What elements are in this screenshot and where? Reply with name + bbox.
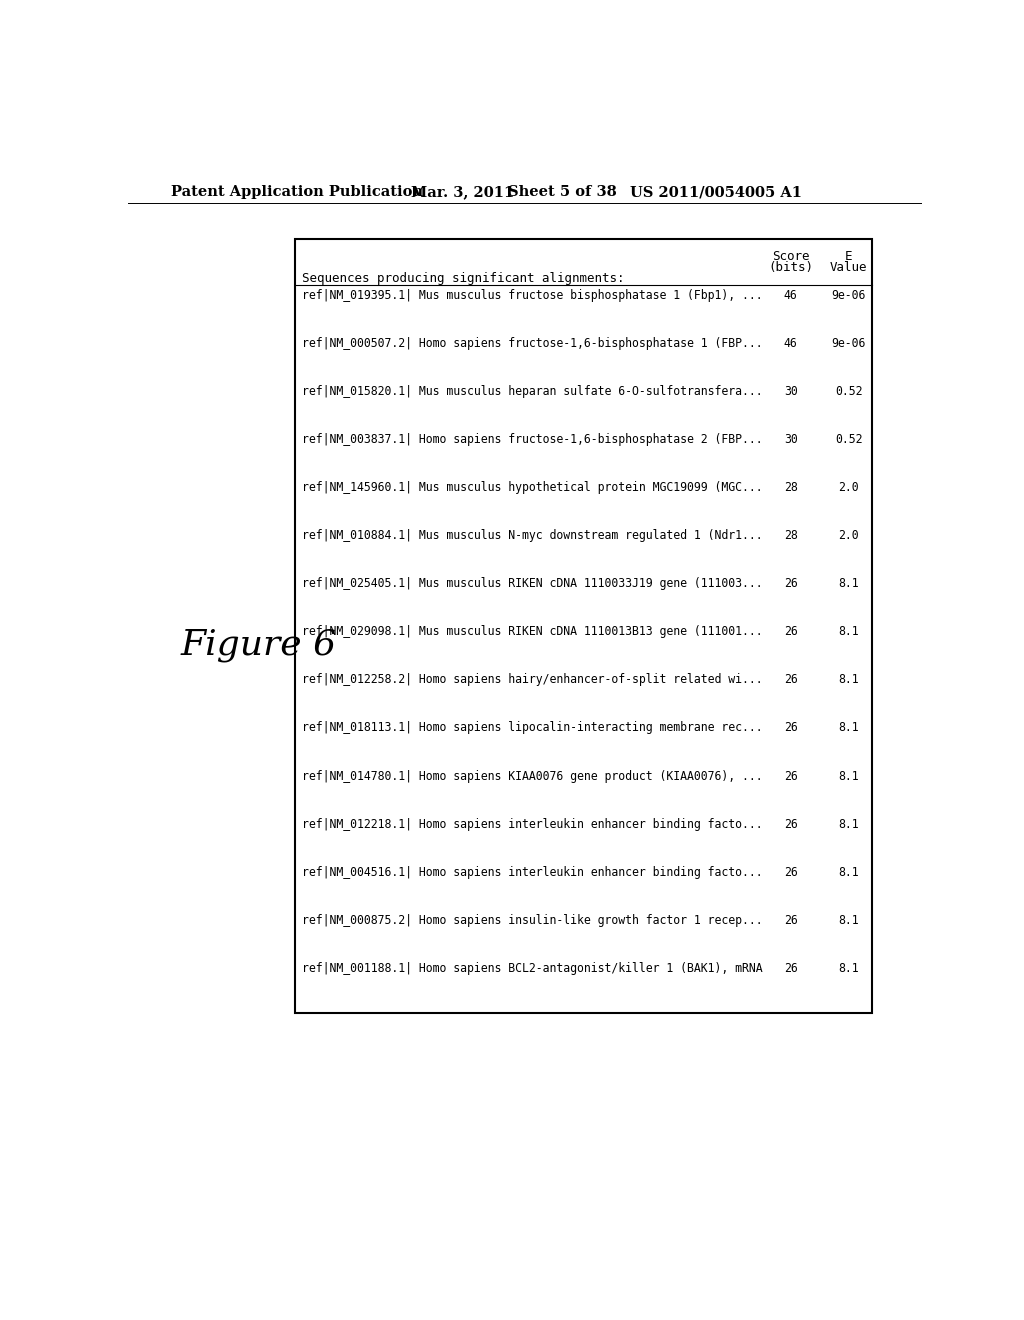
Bar [295, 239, 872, 1014]
Text: 8.1: 8.1 [839, 817, 859, 830]
Text: 8.1: 8.1 [839, 722, 859, 734]
Text: Value: Value [830, 261, 867, 273]
Text: Sheet 5 of 38: Sheet 5 of 38 [508, 185, 616, 199]
Text: ref|NM_019395.1| Mus musculus fructose bisphosphatase 1 (Fbp1), ...: ref|NM_019395.1| Mus musculus fructose b… [302, 289, 763, 301]
Text: 9e-06: 9e-06 [831, 337, 866, 350]
Text: E: E [845, 249, 853, 263]
Text: Figure 6: Figure 6 [180, 628, 337, 663]
Text: 26: 26 [783, 577, 798, 590]
Text: 2.0: 2.0 [839, 480, 859, 494]
Text: 28: 28 [783, 480, 798, 494]
Text: ref|NM_012218.1| Homo sapiens interleukin enhancer binding facto...: ref|NM_012218.1| Homo sapiens interleuki… [302, 817, 763, 830]
Text: Mar. 3, 2011: Mar. 3, 2011 [411, 185, 514, 199]
Text: 8.1: 8.1 [839, 913, 859, 927]
Text: 30: 30 [783, 433, 798, 446]
Text: 8.1: 8.1 [839, 577, 859, 590]
Text: 26: 26 [783, 866, 798, 879]
Text: Score: Score [772, 249, 809, 263]
Text: 26: 26 [783, 673, 798, 686]
Text: US 2011/0054005 A1: US 2011/0054005 A1 [630, 185, 802, 199]
Text: ref|NM_015820.1| Mus musculus heparan sulfate 6-O-sulfotransfera...: ref|NM_015820.1| Mus musculus heparan su… [302, 384, 763, 397]
Text: 8.1: 8.1 [839, 866, 859, 879]
Text: 8.1: 8.1 [839, 673, 859, 686]
Text: ref|NM_000507.2| Homo sapiens fructose-1,6-bisphosphatase 1 (FBP...: ref|NM_000507.2| Homo sapiens fructose-1… [302, 337, 763, 350]
Text: ref|NM_012258.2| Homo sapiens hairy/enhancer-of-split related wi...: ref|NM_012258.2| Homo sapiens hairy/enha… [302, 673, 763, 686]
Text: (bits): (bits) [768, 261, 813, 273]
Text: 26: 26 [783, 962, 798, 975]
Text: 26: 26 [783, 817, 798, 830]
Text: ref|NM_029098.1| Mus musculus RIKEN cDNA 1110013B13 gene (111001...: ref|NM_029098.1| Mus musculus RIKEN cDNA… [302, 626, 763, 639]
Text: 46: 46 [783, 337, 798, 350]
Text: Sequences producing significant alignments:: Sequences producing significant alignmen… [302, 272, 625, 285]
Text: 0.52: 0.52 [835, 433, 862, 446]
Text: ref|NM_014780.1| Homo sapiens KIAA0076 gene product (KIAA0076), ...: ref|NM_014780.1| Homo sapiens KIAA0076 g… [302, 770, 763, 783]
Text: 26: 26 [783, 626, 798, 639]
Text: 26: 26 [783, 913, 798, 927]
Text: Patent Application Publication: Patent Application Publication [171, 185, 423, 199]
Text: ref|NM_010884.1| Mus musculus N-myc downstream regulated 1 (Ndr1...: ref|NM_010884.1| Mus musculus N-myc down… [302, 529, 763, 543]
Text: 8.1: 8.1 [839, 962, 859, 975]
Text: 26: 26 [783, 722, 798, 734]
Text: ref|NM_001188.1| Homo sapiens BCL2-antagonist/killer 1 (BAK1), mRNA: ref|NM_001188.1| Homo sapiens BCL2-antag… [302, 962, 763, 975]
Text: ref|NM_025405.1| Mus musculus RIKEN cDNA 1110033J19 gene (111003...: ref|NM_025405.1| Mus musculus RIKEN cDNA… [302, 577, 763, 590]
Text: 8.1: 8.1 [839, 626, 859, 639]
Text: 28: 28 [783, 529, 798, 543]
Text: 8.1: 8.1 [839, 770, 859, 783]
Text: 2.0: 2.0 [839, 529, 859, 543]
Text: 26: 26 [783, 770, 798, 783]
Text: 9e-06: 9e-06 [831, 289, 866, 301]
Text: ref|NM_018113.1| Homo sapiens lipocalin-interacting membrane rec...: ref|NM_018113.1| Homo sapiens lipocalin-… [302, 722, 763, 734]
Text: 30: 30 [783, 384, 798, 397]
Text: ref|NM_004516.1| Homo sapiens interleukin enhancer binding facto...: ref|NM_004516.1| Homo sapiens interleuki… [302, 866, 763, 879]
Text: ref|NM_003837.1| Homo sapiens fructose-1,6-bisphosphatase 2 (FBP...: ref|NM_003837.1| Homo sapiens fructose-1… [302, 433, 763, 446]
Text: ref|NM_145960.1| Mus musculus hypothetical protein MGC19099 (MGC...: ref|NM_145960.1| Mus musculus hypothetic… [302, 480, 763, 494]
Text: 46: 46 [783, 289, 798, 301]
Text: 0.52: 0.52 [835, 384, 862, 397]
Text: ref|NM_000875.2| Homo sapiens insulin-like growth factor 1 recep...: ref|NM_000875.2| Homo sapiens insulin-li… [302, 913, 763, 927]
